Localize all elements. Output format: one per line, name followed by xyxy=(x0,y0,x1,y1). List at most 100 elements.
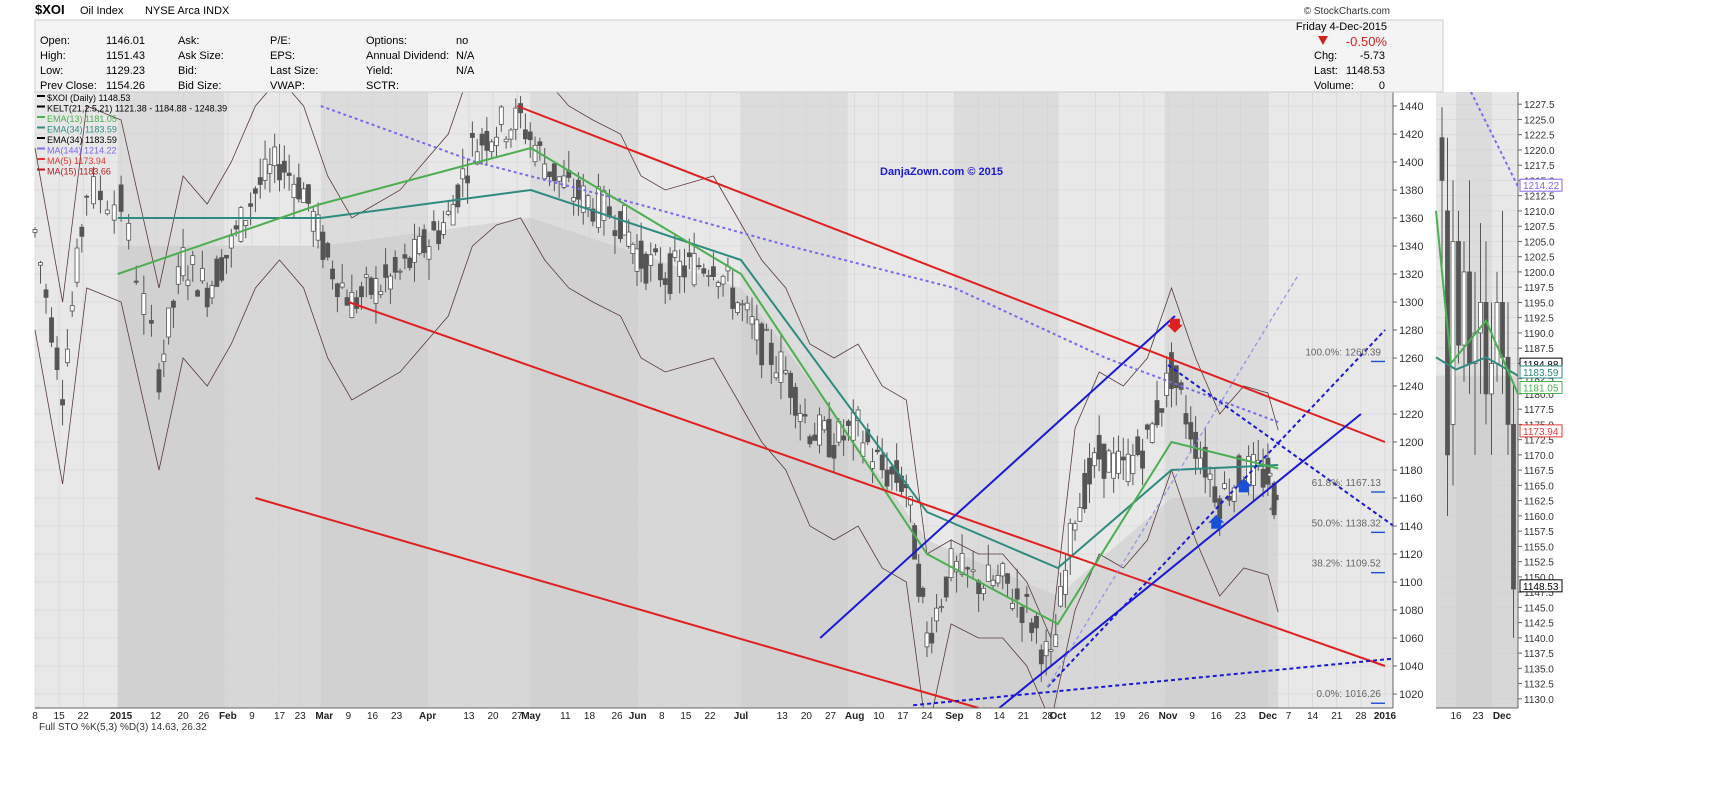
candle-body xyxy=(618,211,623,240)
candle-body xyxy=(98,190,103,201)
candle-body xyxy=(238,207,244,242)
inset-candle-body xyxy=(1472,332,1478,364)
candle-body xyxy=(954,560,959,573)
candle-body xyxy=(54,347,60,370)
candle-body xyxy=(224,254,229,259)
inset-tick-label: 1202.5 xyxy=(1524,253,1555,264)
candle-body xyxy=(1140,450,1145,469)
field-label: Options: xyxy=(366,35,407,47)
candle-body xyxy=(1125,453,1131,482)
x-tick-label: 12 xyxy=(150,711,162,722)
inset-candle-body xyxy=(1511,423,1516,590)
candle-body xyxy=(392,257,398,273)
inset-tick-label: 1160.0 xyxy=(1524,512,1554,523)
inset-candle-body xyxy=(1478,302,1483,334)
inset-tick-label: 1152.5 xyxy=(1524,558,1554,569)
inset-value-tag-label: 1214.22 xyxy=(1523,181,1560,192)
candle-body xyxy=(542,163,548,180)
x-tick-label: May xyxy=(521,711,541,722)
candle-body xyxy=(436,230,442,245)
candle-body xyxy=(912,525,917,560)
candle-body xyxy=(257,177,263,185)
candle-body xyxy=(783,370,789,374)
legend-swatch xyxy=(37,147,45,150)
field-value: 0 xyxy=(1379,80,1385,92)
candle-body xyxy=(658,263,663,281)
inset-tick-label: 1140.0 xyxy=(1524,634,1554,645)
candle-body xyxy=(426,246,432,260)
candle-body xyxy=(981,587,986,595)
candle-body xyxy=(455,184,461,208)
candle-body xyxy=(596,186,601,229)
candles xyxy=(32,96,1279,682)
inset-xaxis-bg xyxy=(1434,708,1554,728)
x-tick-label: 27 xyxy=(825,711,837,722)
x-tick-label: 26 xyxy=(611,711,623,722)
candle-body xyxy=(262,158,268,181)
legend-swatch xyxy=(37,116,45,118)
fib-label: 50.0%: 1138.32 xyxy=(1312,518,1382,529)
candle-body xyxy=(739,303,745,306)
candle-body xyxy=(1019,606,1025,623)
candle-body xyxy=(821,420,827,431)
candle-body xyxy=(720,275,726,285)
candle-body xyxy=(1106,450,1112,473)
candle-body xyxy=(421,229,427,253)
candle-body xyxy=(788,373,793,398)
candle-body xyxy=(233,225,239,230)
candle-body xyxy=(126,222,132,241)
legend-entry: KELT(21,2.5,21) 1121.38 - 1184.88 - 1248… xyxy=(47,104,227,114)
candle-body xyxy=(677,260,683,277)
field-label: Ask Size: xyxy=(178,50,224,62)
candle-body xyxy=(479,133,485,146)
x-tick-label: 20 xyxy=(178,711,190,722)
candle-body xyxy=(79,226,85,237)
trendline-dotted xyxy=(913,653,1434,707)
candle-body xyxy=(1202,446,1208,478)
x-tick-label: 2015 xyxy=(110,711,133,722)
candle-body xyxy=(1265,457,1271,485)
x-tick-label: 28 xyxy=(1355,711,1367,722)
candle-body xyxy=(667,253,673,294)
candle-body xyxy=(715,282,721,287)
candle-body xyxy=(590,208,596,222)
candle-body xyxy=(1024,593,1030,597)
trendline xyxy=(998,413,1362,709)
candle-body xyxy=(38,262,43,266)
candle-body xyxy=(310,210,316,232)
candle-body xyxy=(1198,457,1203,469)
x-tick-label: 8 xyxy=(976,711,982,722)
trendline xyxy=(516,105,1386,443)
candle-body xyxy=(32,229,38,233)
candle-body xyxy=(547,171,552,178)
legend-entry: EMA(13) 1181.05 xyxy=(47,114,117,124)
candle-body xyxy=(1217,498,1223,520)
x-tick-label: 15 xyxy=(54,711,66,722)
price-tick-label: 1240 xyxy=(1399,381,1423,393)
candle-body xyxy=(1067,522,1073,557)
candle-body xyxy=(267,164,273,174)
inset-tick-label: 1162.5 xyxy=(1524,497,1554,508)
index-name: Oil Index xyxy=(80,5,124,17)
date: Friday 4-Dec-2015 xyxy=(1296,21,1387,33)
candle-body xyxy=(1159,408,1165,413)
field-label: High: xyxy=(40,50,66,62)
symbol: $XOI xyxy=(35,2,65,17)
candle-body xyxy=(1072,523,1078,531)
candle-body xyxy=(626,231,632,247)
legend-swatch xyxy=(37,126,45,129)
candle-body xyxy=(778,351,784,383)
candle-body xyxy=(959,553,965,575)
inset-value-tag xyxy=(1519,178,1563,192)
candle-body xyxy=(1014,588,1020,600)
candle-body xyxy=(970,569,976,573)
inset-tick-label: 1150.0 xyxy=(1524,573,1554,584)
candle-body xyxy=(248,203,253,207)
candle-body xyxy=(141,293,147,315)
candle-body xyxy=(465,175,470,184)
x-tick-label: Jun xyxy=(629,711,647,722)
price-tick-label: 1040 xyxy=(1399,661,1423,673)
inset-value-tag-label: 1148.53 xyxy=(1523,582,1559,593)
watermark: DanjaZown.com © 2015 xyxy=(880,166,1003,178)
